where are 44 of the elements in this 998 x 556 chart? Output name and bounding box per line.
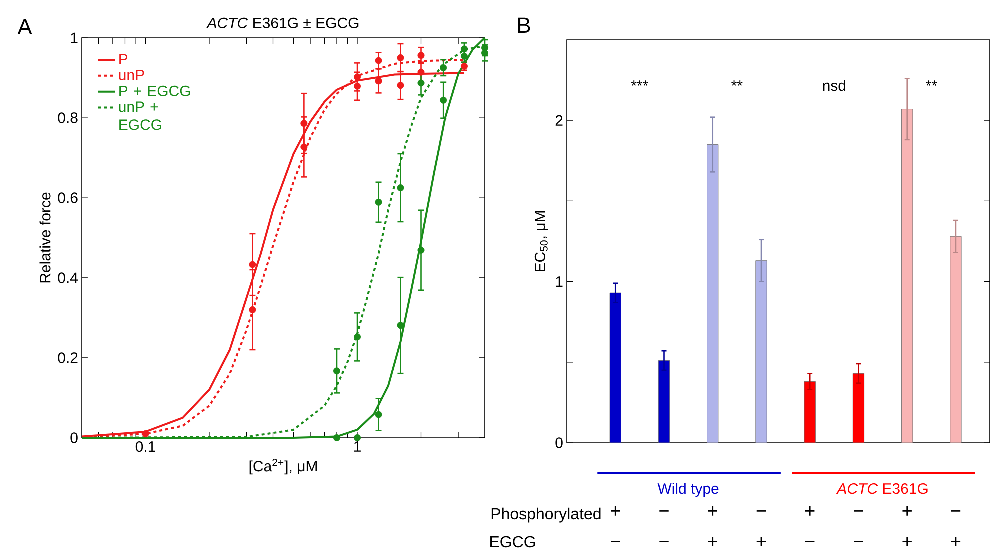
annotation: nsd [823, 80, 846, 92]
text: − [660, 540, 669, 542]
y-axis-title: EC$_{50}$, μM [534, 211, 548, 272]
x-tick-label: + [611, 506, 620, 516]
text: B [518, 18, 530, 33]
y-tick-label: 0.6 [58, 192, 78, 204]
annotation: ** [926, 80, 938, 86]
x-tick-label: + [805, 506, 815, 516]
annotation: ** [732, 80, 743, 86]
text: + [902, 537, 912, 546]
y-tick-label: 1 [556, 276, 563, 287]
legend-label: unP [119, 70, 144, 80]
y-tick-label: 0 [556, 438, 563, 448]
text: + [756, 537, 766, 546]
text: EGCG [490, 536, 536, 548]
y-tick-label: 2 [556, 115, 563, 126]
text: Phosphorylated [492, 508, 601, 523]
y-tick-label: 0.2 [58, 352, 78, 364]
y-tick-label: 1 [71, 32, 78, 44]
annotation: *** [631, 80, 648, 86]
x-tick-label: − [854, 510, 864, 512]
y-tick-label: 0.4 [58, 272, 78, 284]
x-axis-title: [Ca$^{2+}$], μM [250, 459, 317, 475]
legend-label: P + EGCG [120, 86, 190, 96]
text: Wild type [658, 483, 719, 498]
x-tick-label: − [951, 510, 961, 512]
x-tick-label: + [902, 506, 912, 516]
text: ACTC E361G [836, 484, 928, 494]
text: + [708, 537, 718, 546]
legend-label: P [120, 54, 128, 65]
legend-label: unP + EGCG [119, 102, 162, 130]
text: − [611, 540, 620, 542]
text: − [854, 540, 864, 542]
x-tick-label: − [756, 510, 766, 512]
y-tick-label: 0.8 [58, 112, 78, 124]
x-tick-label: + [708, 506, 718, 516]
text: + [951, 537, 961, 546]
text: − [806, 540, 815, 542]
y-tick-label: 0 [70, 432, 78, 444]
y-axis-title: Relative force [40, 192, 51, 283]
x-tick-label: 0.1 [136, 442, 156, 452]
chart-title: ACTC E361G ± EGCG [206, 18, 359, 28]
text: A [18, 19, 32, 35]
x-tick-label: − [660, 510, 669, 512]
